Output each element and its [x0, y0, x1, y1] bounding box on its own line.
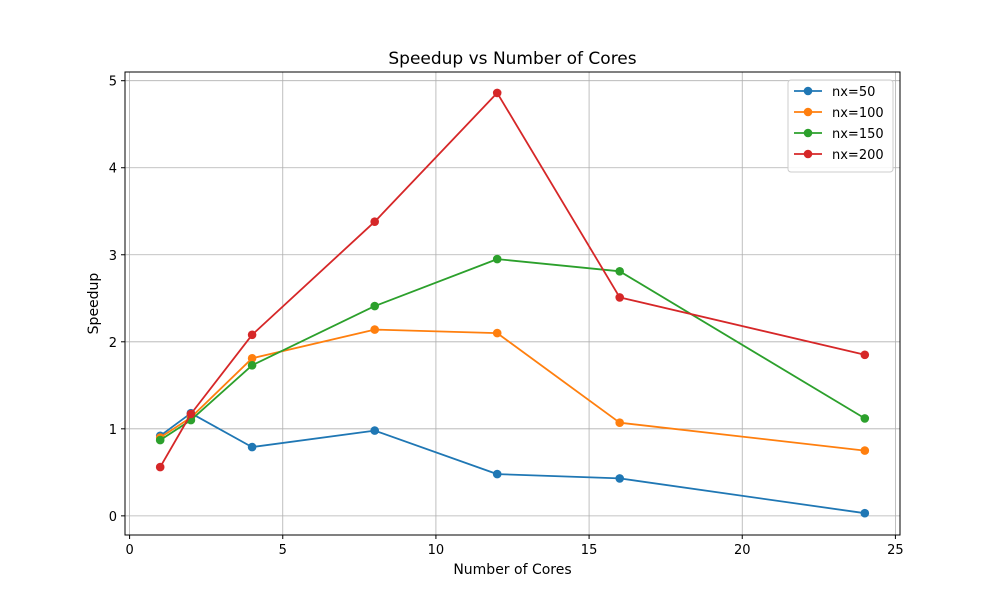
data-point-nx-200	[186, 409, 196, 419]
ticks: 0 5 10 15 20 25 0 1 2 3 4 5	[109, 75, 904, 558]
data-point-nx-150	[615, 267, 624, 276]
x-tick-label: 5	[279, 543, 287, 558]
data-point-nx-100	[615, 418, 624, 428]
data-point-nx-150	[155, 435, 165, 445]
data-point-nx-200	[370, 217, 380, 226]
series-nx-200	[155, 88, 870, 472]
grid	[125, 72, 900, 535]
legend-item: nx=100	[794, 106, 884, 121]
x-tick-label: 25	[887, 543, 904, 558]
data-point-nx-200	[860, 350, 870, 360]
legend-item: nx=50	[794, 85, 875, 100]
y-tick-label: 0	[109, 510, 117, 525]
y-tick-label: 3	[109, 249, 117, 264]
x-tick-label: 10	[428, 543, 445, 558]
data-point-nx-100	[247, 354, 257, 363]
legend-swatch-marker	[803, 107, 813, 117]
data-point-nx-150	[492, 254, 502, 264]
legend-swatch-marker	[803, 86, 813, 96]
legend-label: nx=50	[832, 85, 875, 100]
legend: nx=50 nx=100 nx=150 nx=200	[787, 79, 894, 173]
y-tick-label: 5	[109, 75, 117, 90]
data-point-nx-50	[247, 442, 257, 452]
data-point-nx-150	[860, 414, 870, 423]
data-point-nx-100	[492, 328, 502, 338]
y-tick-label: 1	[109, 423, 117, 438]
y-axis-label: Speedup	[86, 273, 102, 335]
legend-label: nx=150	[832, 127, 884, 142]
data-point-nx-200	[492, 88, 502, 98]
legend-label: nx=200	[832, 148, 884, 163]
x-tick-label: 15	[581, 543, 598, 558]
data-point-nx-100	[860, 446, 870, 455]
x-tick-label: 20	[734, 543, 751, 558]
x-axis-label: Number of Cores	[453, 562, 571, 578]
legend-item: nx=150	[794, 127, 884, 142]
data-point-nx-200	[615, 293, 624, 302]
legend-swatch-marker	[803, 128, 813, 138]
data-point-nx-150	[370, 301, 380, 311]
data-point-nx-50	[370, 426, 380, 435]
data-point-nx-200	[155, 462, 165, 472]
y-tick-label: 4	[109, 162, 117, 177]
data-point-nx-150	[247, 361, 257, 370]
data-point-nx-50	[860, 508, 870, 518]
data-point-nx-200	[247, 330, 257, 340]
series-nx-150	[155, 254, 870, 445]
data-point-nx-50	[615, 474, 624, 483]
legend-box	[787, 79, 894, 173]
plot-frame	[124, 71, 901, 536]
y-tick-label: 2	[109, 336, 117, 351]
chart-title: Speedup vs Number of Cores	[388, 49, 636, 69]
data-point-nx-50	[492, 469, 502, 479]
legend-item: nx=200	[794, 148, 884, 163]
data-point-nx-100	[370, 325, 380, 334]
legend-swatch-marker	[803, 149, 813, 159]
legend-label: nx=100	[832, 106, 884, 121]
x-tick-label: 0	[125, 543, 133, 558]
series-layer	[155, 88, 870, 518]
